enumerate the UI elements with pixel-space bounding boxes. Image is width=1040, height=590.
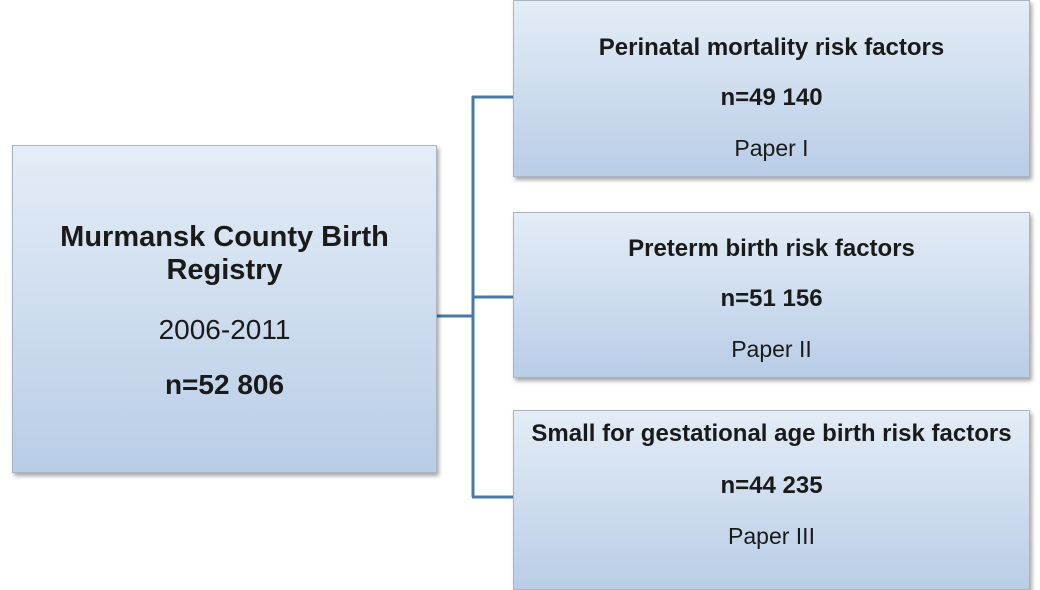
study-title: Preterm birth risk factors bbox=[628, 235, 915, 262]
study-box: Small for gestational age birth risk fac… bbox=[513, 410, 1030, 590]
study-box: Preterm birth risk factors n=51 156 Pape… bbox=[513, 212, 1030, 378]
study-paper: Paper II bbox=[731, 336, 812, 362]
study-n: n=44 235 bbox=[720, 472, 823, 499]
source-n: n=52 806 bbox=[164, 369, 285, 400]
study-box: Perinatal mortality risk factors n=49 14… bbox=[513, 0, 1030, 177]
study-n: n=51 156 bbox=[720, 285, 823, 312]
source-period: 2006-2011 bbox=[158, 314, 291, 345]
source-box: Murmansk County Birth Registry 2006-2011… bbox=[12, 145, 437, 473]
source-title: Murmansk County Birth Registry bbox=[60, 221, 389, 286]
study-title: Small for gestational age birth risk fac… bbox=[531, 420, 1012, 447]
study-title: Perinatal mortality risk factors bbox=[598, 34, 945, 61]
study-paper: Paper III bbox=[728, 523, 815, 549]
study-paper: Paper I bbox=[734, 135, 809, 161]
study-n: n=49 140 bbox=[720, 84, 823, 111]
